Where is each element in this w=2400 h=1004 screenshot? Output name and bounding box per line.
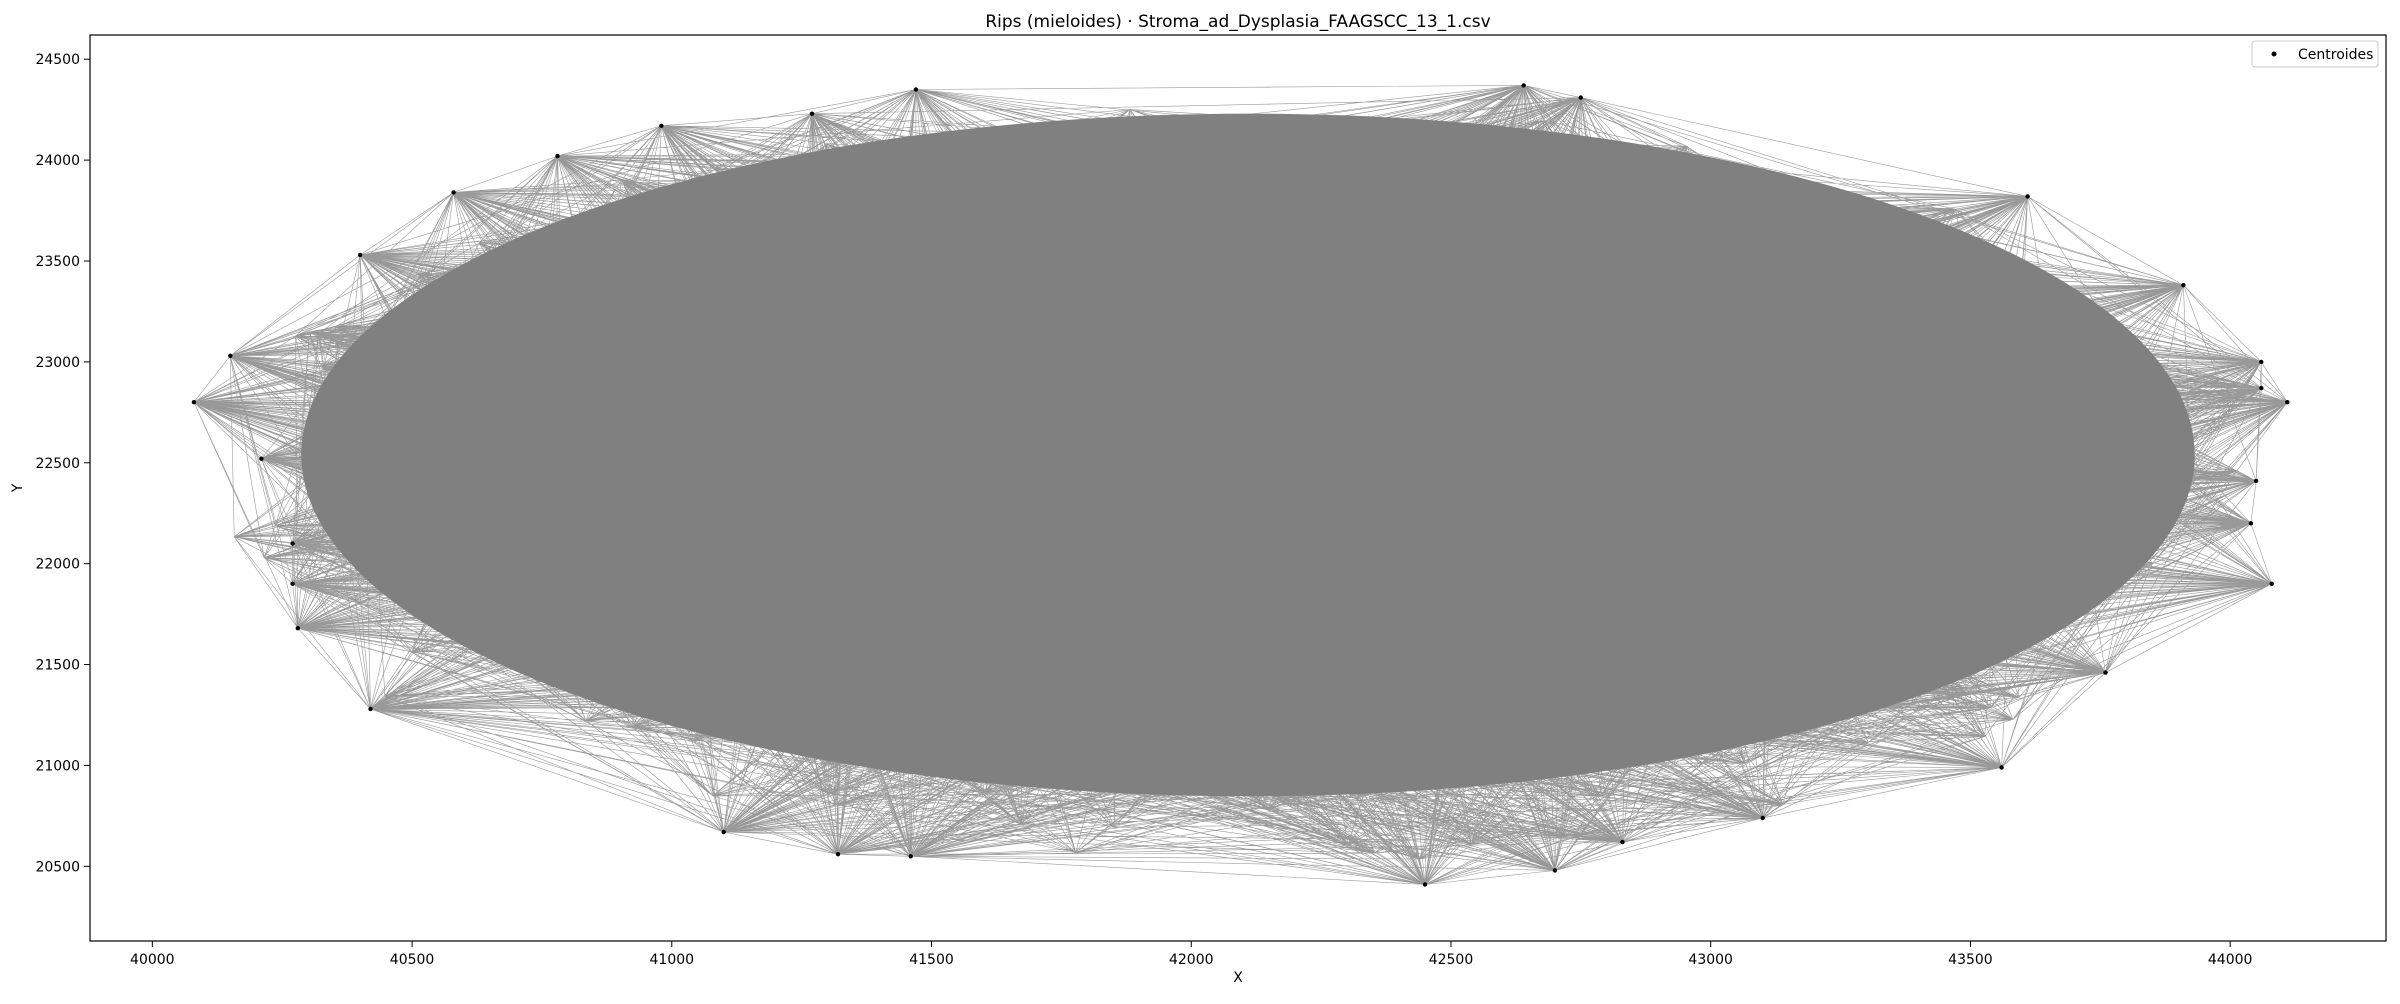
x-tick-label: 42500 — [1429, 952, 1474, 968]
centroid-point-31 — [259, 456, 264, 461]
y-ticks: 20500 21000 21500 22000 22500 23000 23500 24000… — [35, 52, 90, 875]
x-tick-label: 40500 — [390, 952, 435, 968]
points-layer — [191, 83, 2290, 887]
centroid-point-17 — [2269, 581, 2274, 586]
centroid-point-25 — [835, 852, 841, 857]
centroid-point-28 — [295, 626, 300, 631]
y-tick-label: 22500 — [35, 456, 80, 472]
chart-title: Rips (mieloides) · Stroma_ad_Dysplasia_F… — [985, 12, 1490, 32]
centroid-point-27 — [368, 706, 373, 712]
centroid-point-5 — [659, 123, 664, 128]
axes-frame — [89, 34, 2387, 942]
centroid-point-9 — [1578, 95, 1584, 100]
y-tick-label: 24000 — [35, 153, 80, 169]
y-tick-label: 24500 — [35, 52, 80, 68]
centroid-point-1 — [228, 353, 233, 358]
centroid-point-12 — [2259, 359, 2264, 365]
centroid-point-7 — [913, 87, 919, 92]
edges-layer — [193, 85, 2288, 885]
centroid-point-23 — [1422, 882, 1428, 887]
centroid-point-0 — [191, 400, 197, 405]
centroid-point-19 — [1999, 765, 2004, 770]
centroid-point-21 — [1620, 839, 1625, 845]
y-tick-label: 21000 — [35, 758, 80, 774]
centroid-point-15 — [2253, 478, 2259, 484]
x-tick-label: 43000 — [1688, 952, 1733, 968]
centroid-point-14 — [2259, 385, 2264, 391]
centroid-point-30 — [290, 541, 295, 546]
y-tick-label: 22000 — [35, 557, 80, 573]
x-tick-label: 43500 — [1948, 952, 1993, 968]
x-tick-label: 41500 — [909, 952, 954, 968]
y-axis-label: Y — [10, 483, 26, 493]
legend: Centroides — [2251, 40, 2379, 68]
centroid-point-16 — [2248, 521, 2254, 526]
centroid-point-4 — [555, 153, 560, 159]
x-tick-label: 44000 — [2208, 952, 2253, 968]
y-tick-label: 21500 — [35, 658, 80, 674]
centroid-point-20 — [1760, 815, 1765, 821]
y-tick-label: 20500 — [35, 859, 80, 875]
x-axis-label: X — [1233, 970, 1243, 986]
centroid-point-22 — [1552, 868, 1558, 873]
centroid-point-13 — [2285, 400, 2290, 405]
legend-entry-centroides: Centroides — [2298, 47, 2373, 63]
centroid-point-24 — [908, 854, 913, 859]
centroid-point-6 — [809, 111, 815, 116]
y-tick-label: 23000 — [35, 355, 80, 371]
centroid-point-18 — [2103, 670, 2108, 675]
rips-edges — [193, 85, 2288, 885]
legend-box — [2251, 40, 2379, 68]
centroid-point-26 — [721, 829, 726, 835]
centroid-point-29 — [290, 581, 295, 586]
centroid-point-11 — [2181, 283, 2186, 288]
x-tick-label: 42000 — [1169, 952, 1214, 968]
centroid-point-3 — [451, 190, 456, 195]
x-tick-label: 41000 — [650, 952, 695, 968]
centroid-point-2 — [357, 252, 363, 258]
centroid-point-8 — [1521, 83, 1526, 88]
centroid-point-10 — [2025, 194, 2030, 199]
y-tick-label: 23500 — [35, 254, 80, 270]
legend-marker — [2271, 51, 2277, 57]
x-ticks: 40000 40500 41000 41500 42000 42500 43000 43500… — [130, 941, 2252, 968]
x-tick-label: 40000 — [130, 952, 175, 968]
